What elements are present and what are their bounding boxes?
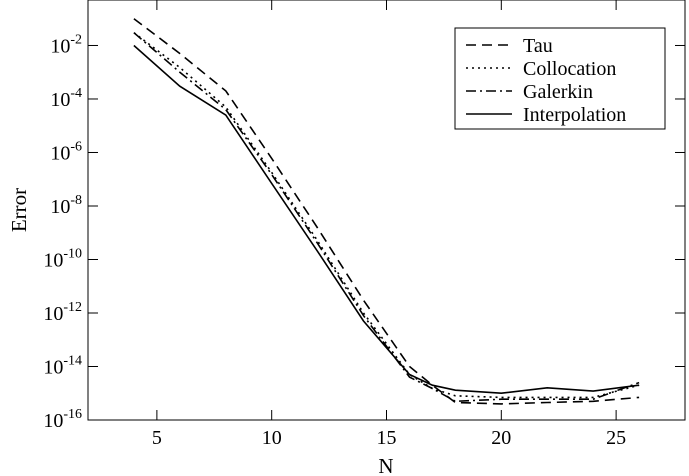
y-tick-base: 10 <box>50 89 70 111</box>
y-tick-exponent: -16 <box>63 407 82 422</box>
y-tick-base: 10 <box>43 249 63 271</box>
y-tick-exponent: -10 <box>63 246 82 261</box>
series-line-tau <box>133 18 640 405</box>
y-tick-base: 10 <box>43 410 63 432</box>
y-tick-label--8: 10-8 <box>50 193 82 218</box>
y-tick-exponent: -4 <box>70 86 82 101</box>
y-tick-base: 10 <box>50 35 70 57</box>
legend-label-tau: Tau <box>523 35 553 57</box>
y-tick-label--10: 10-10 <box>43 246 82 271</box>
y-tick-base: 10 <box>50 142 70 164</box>
x-axis-label: N <box>378 454 393 476</box>
series-lines <box>133 18 640 405</box>
axis-ticks <box>88 0 685 421</box>
y-tick-base: 10 <box>43 303 63 325</box>
series-line-interpolation <box>133 44 640 395</box>
y-tick-label--12: 10-12 <box>43 300 82 325</box>
x-tick-label-15: 15 <box>377 427 397 449</box>
legend-label-interpolation: Interpolation <box>523 104 626 126</box>
y-tick-label--6: 10-6 <box>50 139 82 164</box>
legend-label-galerkin: Galerkin <box>523 81 593 103</box>
y-tick-label--14: 10-14 <box>43 353 82 378</box>
series-line-galerkin <box>133 32 640 403</box>
legend-label-collocation: Collocation <box>523 58 616 80</box>
y-tick-label--4: 10-4 <box>50 86 82 111</box>
y-axis-label: Error <box>7 188 31 232</box>
y-tick-base: 10 <box>43 356 63 378</box>
y-tick-label--16: 10-16 <box>43 407 82 432</box>
x-tick-label-5: 5 <box>152 427 162 449</box>
y-tick-exponent: -8 <box>70 193 82 208</box>
x-tick-labels: 5 10 15 20 25 <box>152 427 626 449</box>
y-tick-exponent: -12 <box>63 300 82 315</box>
y-tick-exponent: -6 <box>70 139 82 154</box>
y-tick-base: 10 <box>50 196 70 218</box>
y-tick-exponent: -14 <box>63 353 82 368</box>
y-tick-exponent: -2 <box>70 32 82 47</box>
x-tick-label-25: 25 <box>606 427 626 449</box>
x-tick-label-10: 10 <box>262 427 282 449</box>
y-tick-label--2: 10-2 <box>50 32 82 57</box>
x-tick-label-20: 20 <box>491 427 511 449</box>
